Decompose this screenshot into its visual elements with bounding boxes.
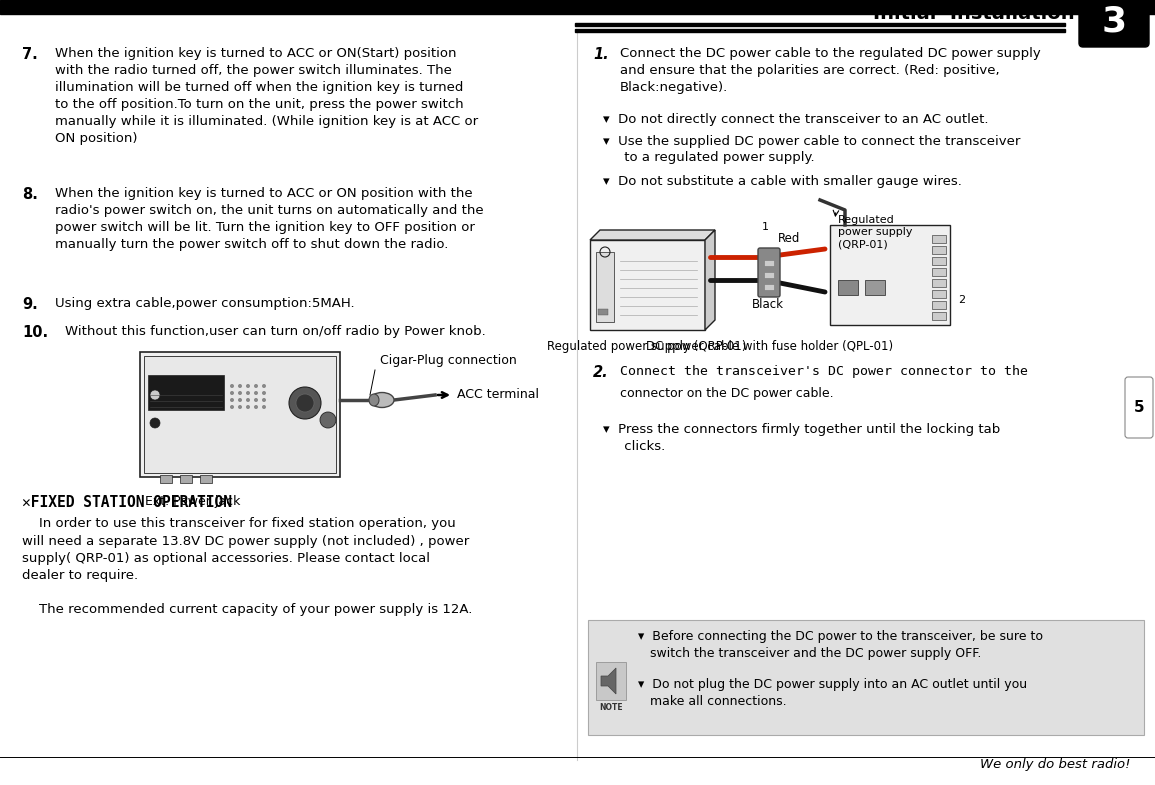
Bar	[763, 272, 774, 278]
Text: ✕FIXED STATION OPERATION: ✕FIXED STATION OPERATION	[22, 495, 232, 510]
Bar	[763, 284, 774, 290]
Text: Cigar-Plug connection: Cigar-Plug connection	[380, 354, 516, 367]
Text: ▾  Press the connectors firmly together until the locking tab
     clicks.: ▾ Press the connectors firmly together u…	[603, 423, 1000, 453]
Bar	[932, 235, 946, 243]
Circle shape	[254, 398, 258, 402]
Text: Without this function,user can turn on/off radio by Power knob.: Without this function,user can turn on/o…	[65, 325, 486, 338]
Circle shape	[230, 391, 234, 395]
Text: ▾  Do not directly connect the transceiver to an AC outlet.: ▾ Do not directly connect the transceive…	[603, 113, 989, 126]
Circle shape	[246, 391, 249, 395]
Circle shape	[320, 412, 336, 428]
Circle shape	[238, 405, 243, 409]
Bar	[839, 280, 858, 295]
Text: ▾  Use the supplied DC power cable to connect the transceiver
     to a regulate: ▾ Use the supplied DC power cable to con…	[603, 135, 1020, 165]
Bar	[148, 375, 224, 410]
Text: 7.: 7.	[22, 47, 38, 62]
Bar	[588, 620, 1143, 735]
Circle shape	[238, 391, 243, 395]
Text: connector on the DC power cable.: connector on the DC power cable.	[620, 387, 834, 400]
Bar	[830, 225, 951, 325]
Text: Regulated
power supply
(QRP-01): Regulated power supply (QRP-01)	[839, 215, 912, 250]
Text: Connect the DC power cable to the regulated DC power supply
and ensure that the : Connect the DC power cable to the regula…	[620, 47, 1041, 94]
Text: ▾  Before connecting the DC power to the transceiver, be sure to
   switch the t: ▾ Before connecting the DC power to the …	[638, 630, 1043, 660]
Circle shape	[262, 398, 266, 402]
Bar	[575, 23, 1065, 26]
Ellipse shape	[368, 394, 379, 406]
Circle shape	[246, 405, 249, 409]
Bar	[596, 662, 626, 700]
Text: Connect the transceiver's DC power connector to the: Connect the transceiver's DC power conne…	[620, 365, 1028, 378]
Bar	[932, 290, 946, 298]
Text: 1: 1	[761, 222, 768, 232]
Text: ACC terminal: ACC terminal	[457, 389, 539, 401]
Circle shape	[230, 384, 234, 388]
Polygon shape	[601, 668, 616, 694]
Bar	[932, 268, 946, 276]
Text: 9.: 9.	[22, 297, 38, 312]
Polygon shape	[590, 230, 715, 240]
Ellipse shape	[370, 392, 394, 407]
Text: 10.: 10.	[22, 325, 49, 340]
Text: 3: 3	[1102, 5, 1126, 39]
Text: ▾  Do not plug the DC power supply into an AC outlet until you
   make all conne: ▾ Do not plug the DC power supply into a…	[638, 678, 1027, 708]
Circle shape	[230, 405, 234, 409]
Bar	[180, 475, 192, 483]
Text: In order to use this transceiver for fixed station operation, you
will need a se: In order to use this transceiver for fix…	[22, 517, 469, 582]
Bar	[144, 356, 336, 473]
Circle shape	[254, 405, 258, 409]
Text: DC power cable with fuse holder (QPL-01): DC power cable with fuse holder (QPL-01)	[647, 340, 894, 353]
Bar	[590, 240, 705, 330]
Text: We only do best radio!: We only do best radio!	[979, 758, 1130, 771]
Bar	[575, 29, 1065, 32]
Bar	[932, 301, 946, 309]
Bar	[596, 252, 614, 322]
FancyBboxPatch shape	[140, 352, 340, 477]
Bar	[0, 0, 1155, 14]
FancyBboxPatch shape	[1079, 0, 1149, 47]
Circle shape	[150, 418, 161, 428]
Bar	[763, 260, 774, 266]
Text: 2: 2	[957, 295, 966, 305]
Bar	[932, 257, 946, 265]
Circle shape	[262, 391, 266, 395]
Text: 8.: 8.	[22, 187, 38, 202]
Text: ▾  Do not substitute a cable with smaller gauge wires.: ▾ Do not substitute a cable with smaller…	[603, 175, 962, 188]
Circle shape	[238, 398, 243, 402]
Circle shape	[296, 394, 314, 412]
Circle shape	[150, 390, 161, 400]
Text: 1.: 1.	[593, 47, 609, 62]
FancyBboxPatch shape	[1125, 377, 1153, 438]
Circle shape	[254, 391, 258, 395]
Text: Initial  Installation: Initial Installation	[873, 4, 1075, 23]
Circle shape	[262, 384, 266, 388]
Bar	[932, 312, 946, 320]
Text: 2.: 2.	[593, 365, 609, 380]
Bar	[598, 309, 608, 315]
Circle shape	[289, 387, 321, 419]
Text: When the ignition key is turned to ACC or ON position with the
radio's power swi: When the ignition key is turned to ACC o…	[55, 187, 484, 251]
Bar	[161, 475, 172, 483]
Circle shape	[246, 398, 249, 402]
Text: Using extra cable,power consumption:5MAH.: Using extra cable,power consumption:5MAH…	[55, 297, 355, 310]
Text: Black: Black	[752, 298, 784, 311]
Text: NOTE: NOTE	[599, 703, 623, 712]
Polygon shape	[705, 230, 715, 330]
Text: The recommended current capacity of your power supply is 12A.: The recommended current capacity of your…	[22, 603, 472, 616]
FancyBboxPatch shape	[758, 248, 780, 297]
Bar	[200, 475, 213, 483]
Circle shape	[246, 384, 249, 388]
Circle shape	[238, 384, 243, 388]
Circle shape	[254, 384, 258, 388]
Text: When the ignition key is turned to ACC or ON(Start) position
with the radio turn: When the ignition key is turned to ACC o…	[55, 47, 478, 145]
Text: Red: Red	[778, 232, 800, 245]
Bar	[932, 279, 946, 287]
Text: Ext. Power jack: Ext. Power jack	[146, 495, 240, 508]
Bar	[865, 280, 885, 295]
Circle shape	[230, 398, 234, 402]
Bar	[932, 246, 946, 254]
Text: Regulated power supply (QRP-01): Regulated power supply (QRP-01)	[547, 340, 746, 353]
Circle shape	[262, 405, 266, 409]
Text: 5: 5	[1134, 400, 1145, 415]
